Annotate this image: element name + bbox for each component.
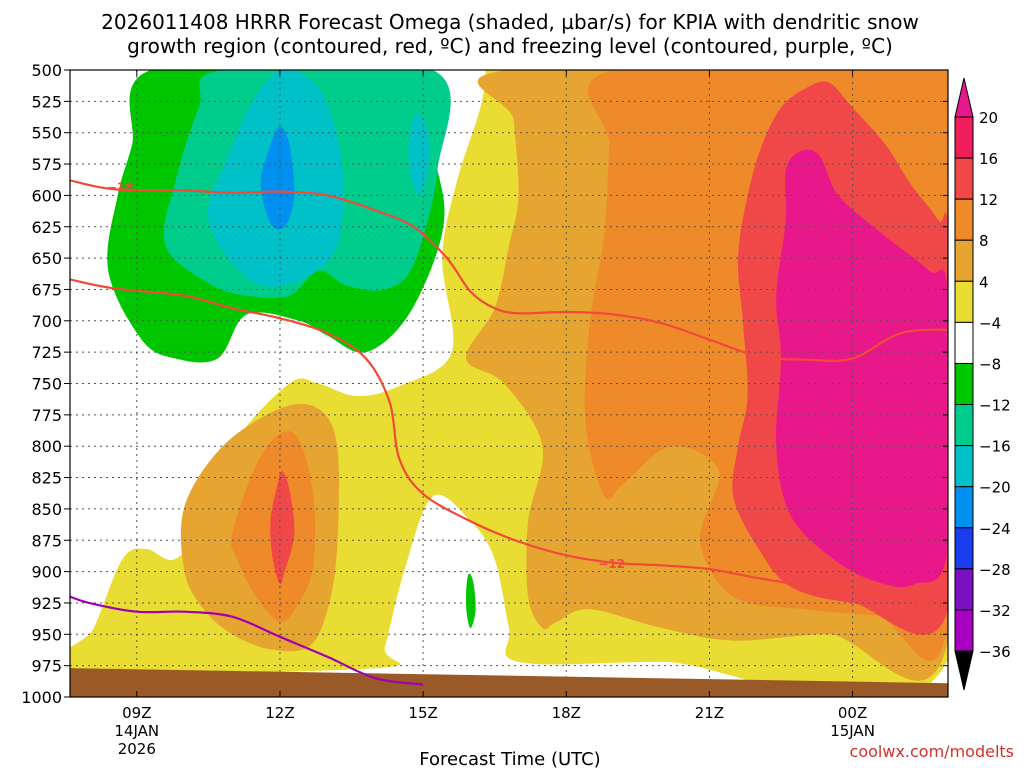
colorbar-swatch: [954, 609, 974, 652]
y-tick-label: 525: [31, 92, 62, 111]
y-tick-label: 975: [31, 657, 62, 676]
y-tick-label: 775: [31, 406, 62, 425]
credit-text: coolwx.com/modelts: [850, 742, 1014, 761]
y-tick-label: 650: [31, 249, 62, 268]
y-tick-label: 950: [31, 625, 62, 644]
chart-title-line1: 2026011408 HRRR Forecast Omega (shaded, …: [101, 10, 919, 34]
colorbar-swatch: [954, 321, 974, 364]
colorbar-label: −20: [979, 479, 1011, 497]
pressure-axis: 500 525 550 575 600 625 650 675 700 725 750 775 800 8…: [21, 61, 948, 707]
y-tick-label: 875: [31, 531, 62, 550]
y-tick-label: 925: [31, 594, 62, 613]
colorbar-swatch: [954, 486, 974, 529]
colorbar-swatch: [954, 280, 974, 323]
colorbar-label: −24: [979, 520, 1011, 538]
dgz-upper-isotherm: [70, 179, 948, 362]
x-tick-label: 09Z: [122, 704, 151, 722]
colorbar-bottom-triangle: [954, 650, 974, 691]
x-tick-label: 15Z: [408, 704, 437, 722]
x-tick-label: 18Z: [552, 704, 581, 722]
omega-shaded-regions: [70, 70, 948, 697]
colorbar-label: −16: [979, 438, 1011, 456]
ground-fill: [70, 668, 948, 697]
y-tick-label: 600: [31, 186, 62, 205]
colorbar-label: −28: [979, 561, 1011, 579]
colorbar-swatch: [954, 527, 974, 570]
omega-region-3: [260, 126, 295, 230]
y-tick-label: 850: [31, 500, 62, 519]
colorbar-label: −36: [979, 643, 1011, 661]
colorbar-label: 8: [979, 232, 989, 250]
colorbar-label: −8: [979, 355, 1001, 373]
colorbar-swatch: [954, 239, 974, 282]
colorbar-label: −32: [979, 602, 1011, 620]
grid-lines: [70, 70, 948, 697]
y-tick-label: 625: [31, 218, 62, 237]
x-tick-label: 00Z: [838, 704, 867, 722]
y-tick-label: 725: [31, 343, 62, 362]
colorbar-label: 16: [979, 150, 998, 168]
colorbar: 20 16 12 8 4 −4 −8 −12 −16 −20 −24 −28 −32 −36: [954, 77, 1011, 691]
colorbar-swatch: [954, 198, 974, 241]
colorbar-swatch: [954, 404, 974, 447]
isotherm-contours: −18 −12: [70, 179, 948, 686]
x-axis-label: Forecast Time (UTC): [419, 749, 600, 768]
y-tick-label: 750: [31, 375, 62, 394]
colorbar-swatch: [954, 445, 974, 488]
omega-region-11: [270, 471, 295, 585]
colorbar-label: −4: [979, 314, 1001, 332]
colorbar-swatch: [954, 157, 974, 200]
x-tick-label: 12Z: [265, 704, 294, 722]
y-tick-label: 700: [31, 312, 62, 331]
colorbar-label: 12: [979, 191, 998, 209]
x-tick-label: 21Z: [695, 704, 724, 722]
x-tick-date: 14JAN: [114, 722, 159, 740]
y-tick-label: 575: [31, 155, 62, 174]
ground-surface: [70, 668, 948, 697]
y-tick-label: 800: [31, 437, 62, 456]
chart-title-line2: growth region (contoured, red, ºC) and f…: [127, 34, 893, 58]
freezing-level-contour: [70, 595, 424, 686]
y-tick-label: 675: [31, 280, 62, 299]
colorbar-label: 20: [979, 109, 998, 127]
colorbar-top-triangle: [954, 77, 974, 118]
colorbar-label: −12: [979, 397, 1011, 415]
x-tick-year: 2026: [118, 740, 156, 758]
contour-label-upper: −18: [107, 181, 134, 195]
y-tick-label: 500: [31, 61, 62, 80]
x-tick-date: 15JAN: [830, 722, 875, 740]
y-tick-label: 900: [31, 563, 62, 582]
dgz-lower-isotherm: [70, 278, 948, 608]
y-tick-label: 550: [31, 124, 62, 143]
colorbar-swatch: [954, 568, 974, 611]
y-tick-label: 825: [31, 469, 62, 488]
omega-region-13: [466, 573, 476, 629]
omega-region-4: [408, 113, 430, 196]
colorbar-swatch: [954, 116, 974, 159]
colorbar-label: 4: [979, 273, 989, 291]
colorbar-swatch: [954, 362, 974, 406]
contour-label-lower: −12: [598, 557, 625, 571]
y-tick-label: 1000: [21, 688, 62, 707]
